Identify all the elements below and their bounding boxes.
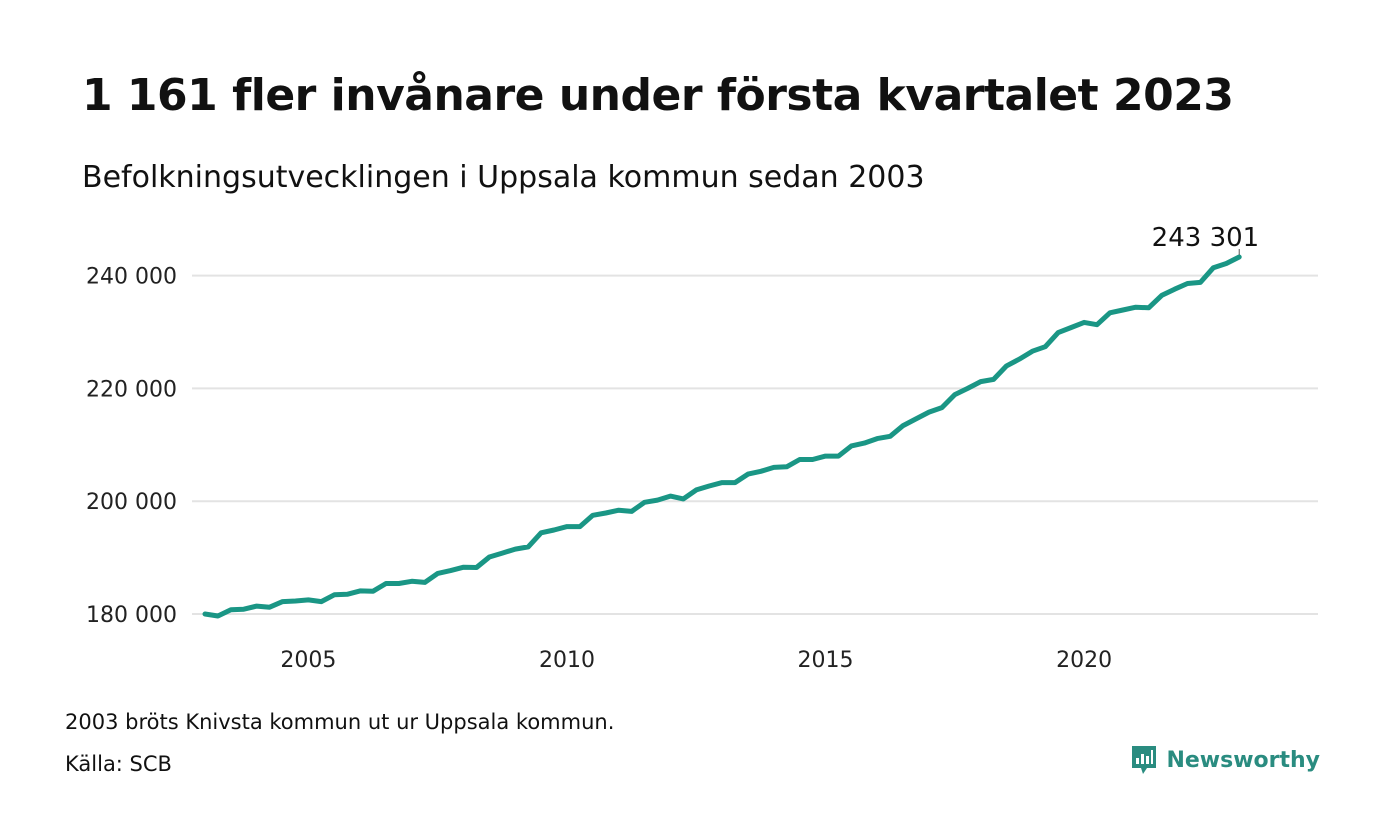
x-axis-ticks: 2005 2010 2015 2020: [280, 648, 1112, 673]
end-value-label: 243 301: [1152, 223, 1260, 253]
x-tick-label: 2005: [280, 648, 336, 673]
x-tick-label: 2015: [798, 648, 854, 673]
gridlines: [192, 274, 1318, 615]
newsworthy-logo-icon: [1132, 746, 1157, 774]
y-tick-label: 220 000: [86, 377, 177, 402]
x-tick-label: 2010: [539, 648, 595, 673]
brand-name: Newsworthy: [1166, 747, 1320, 773]
series-layer: [202, 254, 1242, 619]
annotation-layer: 243 301: [1152, 223, 1260, 255]
line-chart: 180 000 200 000 220 000 240 000 2005 2010 201…: [86, 223, 1318, 673]
y-tick-label: 240 000: [86, 265, 177, 290]
chart-subtitle: Befolkningsutvecklingen i Uppsala kommun…: [82, 160, 925, 195]
x-tick-label: 2020: [1056, 648, 1112, 673]
chart-title: 1 161 fler invånare under första kvartal…: [82, 70, 1234, 121]
y-tick-label: 200 000: [86, 490, 177, 515]
source-note: Källa: SCB: [65, 752, 172, 776]
brand-logo: Newsworthy: [1130, 744, 1320, 776]
footnote: 2003 bröts Knivsta kommun ut ur Uppsala …: [65, 710, 615, 734]
y-tick-label: 180 000: [86, 603, 177, 628]
y-axis-ticks: 180 000 200 000 220 000 240 000: [86, 265, 177, 628]
series-line-0: [202, 254, 1242, 619]
